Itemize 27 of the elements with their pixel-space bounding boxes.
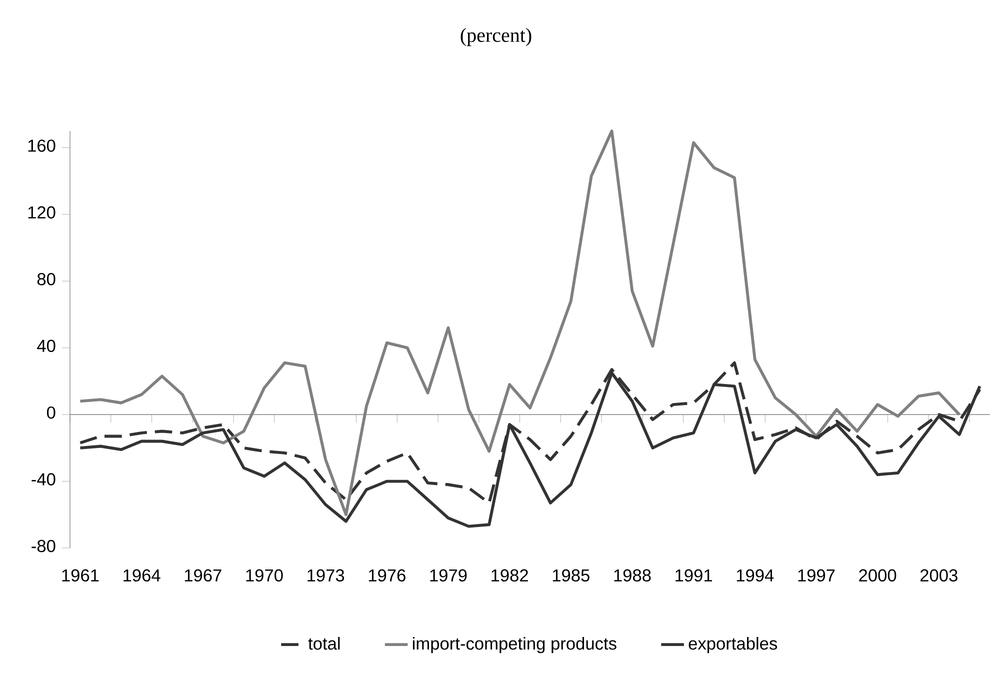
- x-tick-label: 2003: [920, 569, 958, 582]
- legend-label: import-competing products: [412, 636, 616, 654]
- x-tick-label: 1964: [124, 569, 160, 582]
- x-tick-label: 2000: [859, 569, 896, 582]
- x-tick-label: 1982: [492, 569, 528, 582]
- x-tick-label: 1976: [368, 569, 406, 582]
- x-tick-label: 1985: [552, 569, 590, 582]
- y-tick-label: 0: [46, 406, 56, 419]
- x-tick-label: 1973: [308, 569, 344, 582]
- x-tick-label: 1991: [676, 569, 712, 582]
- line-series: [78, 130, 961, 516]
- chart-title: (percent): [460, 28, 532, 46]
- y-tick-label: 120: [28, 206, 56, 219]
- x-tick-label: 1994: [736, 569, 774, 582]
- legend-label: total: [308, 636, 340, 650]
- x-tick-label: 1988: [614, 569, 651, 582]
- x-tick-label: 1967: [184, 569, 222, 582]
- x-tick-label: 1961: [62, 569, 99, 582]
- y-tick-label: 160: [28, 140, 56, 152]
- legend-label: exportables: [688, 636, 778, 654]
- y-tick-label: 80: [37, 273, 56, 286]
- y-tick-label: 40: [37, 340, 56, 352]
- y-tick-label: -40: [32, 473, 56, 486]
- x-tick-label: 1970: [246, 569, 283, 582]
- y-tick-label: -80: [32, 540, 56, 552]
- x-tick-label: 1997: [798, 569, 835, 582]
- x-tick-label: 1979: [430, 569, 467, 582]
